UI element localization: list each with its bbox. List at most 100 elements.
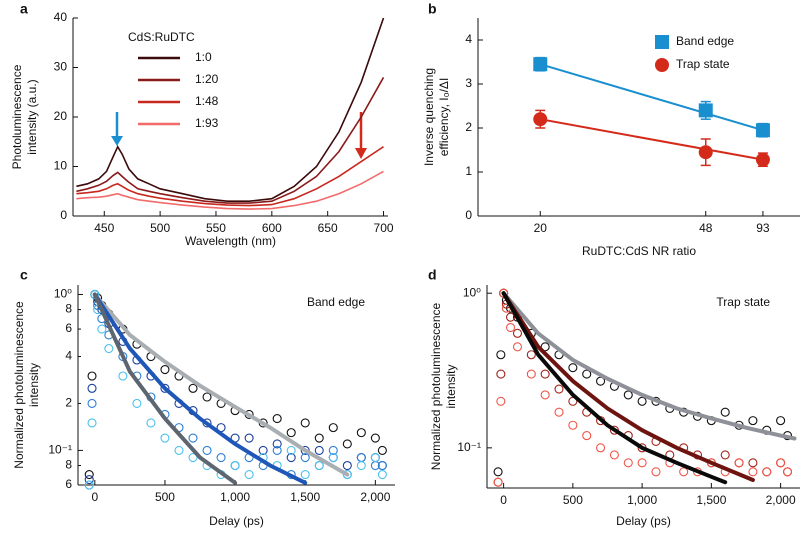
fit-line <box>539 63 764 132</box>
point <box>526 350 536 360</box>
y-tick-label: 1 <box>465 164 472 178</box>
y-tick-label: 20 <box>54 109 68 123</box>
line-series <box>76 77 385 204</box>
y-tick-label: 6 <box>65 477 72 491</box>
y-axis-label: Normalized photoluminescence <box>12 301 26 469</box>
point <box>505 322 516 333</box>
x-axis-label: RuDTC:CdS NR ratio <box>582 244 696 258</box>
point <box>776 458 786 468</box>
point <box>356 452 366 463</box>
line-series <box>76 146 384 207</box>
point <box>356 460 366 471</box>
point <box>496 369 506 379</box>
point <box>637 396 647 406</box>
point <box>328 445 338 455</box>
annotation: Band edge <box>307 295 365 309</box>
legend-label: 1:0 <box>195 50 212 64</box>
point <box>272 445 282 455</box>
point <box>734 458 744 468</box>
x-tick-label: 500 <box>155 490 175 504</box>
point <box>272 414 282 424</box>
point <box>540 369 550 379</box>
point <box>342 439 352 449</box>
point <box>300 470 310 480</box>
point <box>87 371 97 381</box>
point <box>84 470 94 480</box>
y-axis-label: Photoluminescence <box>10 64 24 169</box>
x-tick-label: 1,500 <box>290 490 320 504</box>
x-tick-label: 93 <box>756 221 770 235</box>
y-tick-label: 30 <box>54 60 68 74</box>
fit-line <box>540 118 764 161</box>
y-axis-label: intensity <box>27 363 41 407</box>
point <box>679 467 689 477</box>
point <box>748 416 758 426</box>
x-tick-label: 1,000 <box>627 493 657 507</box>
arrow-blue-head <box>111 136 123 146</box>
point <box>512 342 523 352</box>
point <box>533 57 548 72</box>
point <box>342 460 352 471</box>
y-tick-label: 3 <box>465 76 472 90</box>
point <box>623 390 633 400</box>
panel-letter: c <box>20 267 28 283</box>
point <box>202 445 212 455</box>
legend-title: CdS:RuDTC <box>128 30 195 44</box>
fit-line <box>501 291 728 485</box>
point <box>160 383 170 393</box>
point <box>300 452 310 463</box>
point <box>755 152 770 167</box>
legend-label: Trap state <box>676 57 730 71</box>
point <box>377 470 387 480</box>
point <box>496 350 506 360</box>
point <box>202 392 212 402</box>
point <box>493 467 503 477</box>
x-tick-label: 450 <box>94 221 114 235</box>
legend-label: 1:20 <box>195 72 219 86</box>
y-tick-label: 10⁻¹ <box>48 443 72 457</box>
point <box>377 445 387 455</box>
point <box>188 433 198 443</box>
fit-line <box>92 292 238 485</box>
point <box>87 383 97 393</box>
point <box>554 384 564 394</box>
point <box>637 458 647 468</box>
x-tick-label: 2,000 <box>766 493 796 507</box>
point <box>776 416 786 426</box>
fit-line <box>92 292 350 477</box>
point <box>258 445 268 455</box>
point <box>370 452 380 463</box>
point <box>87 398 97 409</box>
legend-swatch <box>655 35 669 49</box>
point <box>188 452 198 463</box>
legend-swatch <box>655 58 669 72</box>
x-tick-label: 550 <box>206 221 226 235</box>
point <box>160 364 170 375</box>
point <box>505 312 516 322</box>
line-series <box>76 170 384 210</box>
legend-label: 1:48 <box>195 94 219 108</box>
point <box>244 433 254 443</box>
point <box>328 452 338 463</box>
point <box>230 460 240 471</box>
point <box>748 467 758 477</box>
y-axis-label: intensity <box>444 364 458 408</box>
line-series <box>76 17 385 202</box>
point <box>87 418 97 428</box>
point <box>286 445 296 455</box>
point <box>314 433 324 443</box>
point <box>568 420 578 430</box>
point <box>609 450 619 460</box>
y-tick-label: 10⁰ <box>463 285 481 299</box>
point <box>582 369 592 379</box>
point <box>720 450 730 460</box>
point <box>356 428 366 438</box>
point <box>533 112 548 127</box>
point <box>748 458 758 468</box>
point <box>651 467 661 477</box>
point <box>300 418 310 428</box>
x-tick-label: 0 <box>91 490 98 504</box>
x-tick-label: 700 <box>374 221 394 235</box>
point <box>720 407 730 417</box>
